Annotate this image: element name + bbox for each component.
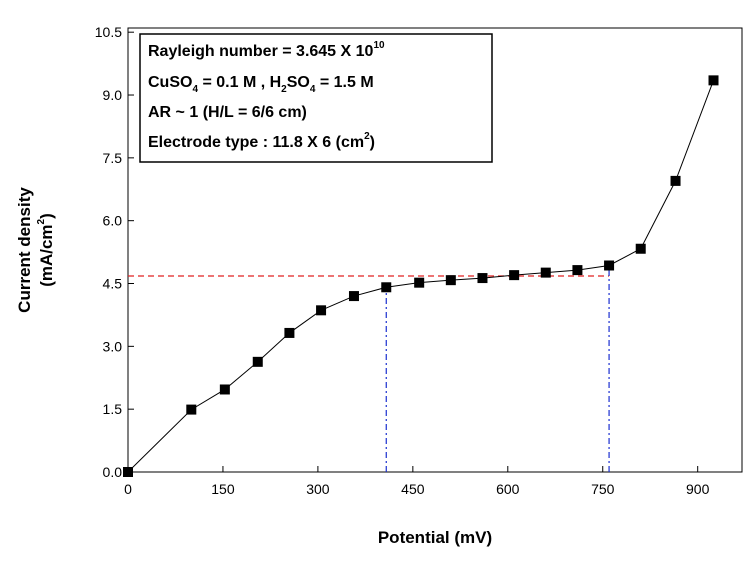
data-point — [572, 265, 583, 276]
annotation-text: = 1.5 M — [315, 74, 373, 91]
x-tick-label: 600 — [496, 481, 520, 497]
data-point — [252, 356, 263, 367]
y-tick-label: 1.5 — [103, 401, 123, 417]
x-tick-label: 0 — [124, 481, 132, 497]
annotation-text: 10 — [373, 40, 385, 51]
data-point — [284, 327, 295, 338]
data-point — [670, 175, 681, 186]
plot-frame — [127, 27, 743, 473]
series-line — [127, 80, 714, 473]
annotation: CuSO4 = 0.1 M , H2SO4 = 1.5 M — [148, 74, 374, 95]
y-axis-label-text: (mA/cm — [37, 224, 56, 286]
data-point — [219, 384, 230, 395]
x-axis-label: Potential (mV) — [378, 528, 492, 547]
x-tick-label: 150 — [211, 481, 235, 497]
annotation: AR ~ 1 (H/L = 6/6 cm) — [148, 104, 307, 121]
x-tick-label: 300 — [306, 481, 330, 497]
y-tick-label: 6.0 — [103, 213, 123, 229]
annotation-box — [139, 33, 493, 163]
y-tick-label: 0.0 — [103, 464, 123, 480]
annotation-text: ) — [370, 134, 375, 151]
y-tick-label: 4.5 — [103, 276, 123, 292]
data-point — [186, 404, 197, 415]
data-point — [123, 467, 133, 477]
x-tick-label: 750 — [591, 481, 615, 497]
annotation: Rayleigh number = 3.645 X 1010 — [148, 40, 385, 60]
annotation-text: 4 — [192, 84, 198, 95]
annotation-text: = 0.1 M , H — [198, 74, 281, 91]
data-point — [348, 291, 359, 302]
x-tick-label: 900 — [686, 481, 710, 497]
data-point — [708, 75, 719, 86]
y-axis-label-text: ) — [37, 213, 56, 219]
y-tick-label: 3.0 — [103, 338, 123, 354]
data-point — [604, 260, 615, 271]
y-tick-label: 7.5 — [103, 150, 123, 166]
data-point — [540, 267, 551, 278]
y-axis-label: Current density — [15, 187, 34, 313]
data-point — [477, 273, 488, 284]
annotation: Electrode type : 11.8 X 6 (cm2) — [148, 131, 375, 151]
y-tick-label: 9.0 — [103, 87, 123, 103]
y-axis-label-text: 2 — [36, 218, 47, 224]
annotation-text: Electrode type : 11.8 X 6 (cm — [148, 134, 364, 151]
annotation-text: 4 — [310, 84, 316, 95]
annotation-text: CuSO — [148, 74, 192, 91]
annotation-text: SO — [287, 74, 310, 91]
x-tick-label: 450 — [401, 481, 425, 497]
data-point — [509, 270, 520, 281]
y-axis-label: (mA/cm2) — [36, 213, 56, 287]
data-point — [635, 243, 646, 254]
annotation-text: AR ~ 1 (H/L = 6/6 cm) — [148, 104, 307, 121]
y-tick-label: 10.5 — [95, 24, 122, 40]
data-point — [445, 275, 456, 286]
annotation-text: 2 — [281, 84, 287, 95]
data-point — [381, 282, 392, 293]
annotation-text: Rayleigh number = 3.645 X 10 — [148, 43, 374, 60]
annotation-text: 2 — [364, 131, 370, 142]
data-point — [316, 305, 327, 316]
data-point — [414, 277, 425, 288]
